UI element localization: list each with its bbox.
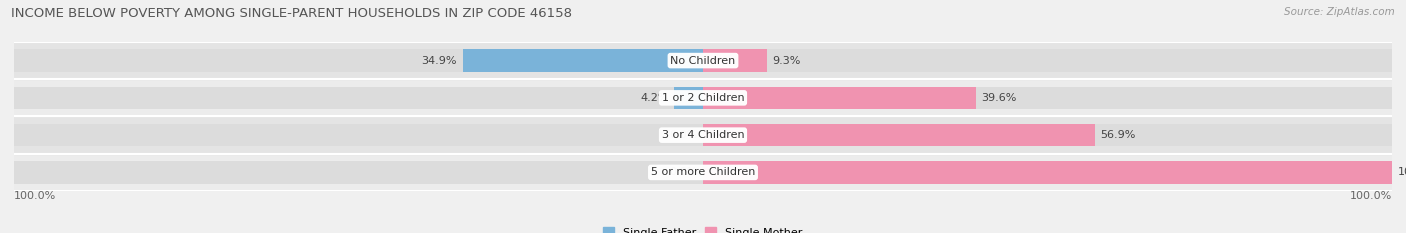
Text: 56.9%: 56.9% <box>1101 130 1136 140</box>
Text: 100.0%: 100.0% <box>1398 168 1406 177</box>
Text: 0.0%: 0.0% <box>669 130 697 140</box>
Text: 100.0%: 100.0% <box>1350 191 1392 201</box>
Bar <box>703 124 1392 146</box>
Text: 100.0%: 100.0% <box>14 191 56 201</box>
Text: Source: ZipAtlas.com: Source: ZipAtlas.com <box>1284 7 1395 17</box>
Legend: Single Father, Single Mother: Single Father, Single Mother <box>599 223 807 233</box>
Bar <box>703 161 1392 184</box>
Bar <box>703 161 1392 184</box>
Bar <box>463 49 703 72</box>
Text: 5 or more Children: 5 or more Children <box>651 168 755 177</box>
Bar <box>703 49 768 72</box>
Bar <box>14 79 1392 116</box>
Bar <box>14 124 703 146</box>
Text: 9.3%: 9.3% <box>772 56 801 65</box>
Bar <box>14 87 703 109</box>
Text: 1 or 2 Children: 1 or 2 Children <box>662 93 744 103</box>
Text: 3 or 4 Children: 3 or 4 Children <box>662 130 744 140</box>
Bar <box>14 161 703 184</box>
Text: 39.6%: 39.6% <box>981 93 1017 103</box>
Text: No Children: No Children <box>671 56 735 65</box>
Text: 0.0%: 0.0% <box>669 168 697 177</box>
Bar <box>703 124 1095 146</box>
Bar <box>703 87 1392 109</box>
Bar <box>14 42 1392 79</box>
Bar <box>14 154 1392 191</box>
Bar <box>673 87 703 109</box>
Text: 4.2%: 4.2% <box>640 93 669 103</box>
Bar <box>703 49 1392 72</box>
Bar <box>14 49 703 72</box>
Text: INCOME BELOW POVERTY AMONG SINGLE-PARENT HOUSEHOLDS IN ZIP CODE 46158: INCOME BELOW POVERTY AMONG SINGLE-PARENT… <box>11 7 572 20</box>
Bar <box>14 116 1392 154</box>
Bar <box>703 87 976 109</box>
Text: 34.9%: 34.9% <box>422 56 457 65</box>
